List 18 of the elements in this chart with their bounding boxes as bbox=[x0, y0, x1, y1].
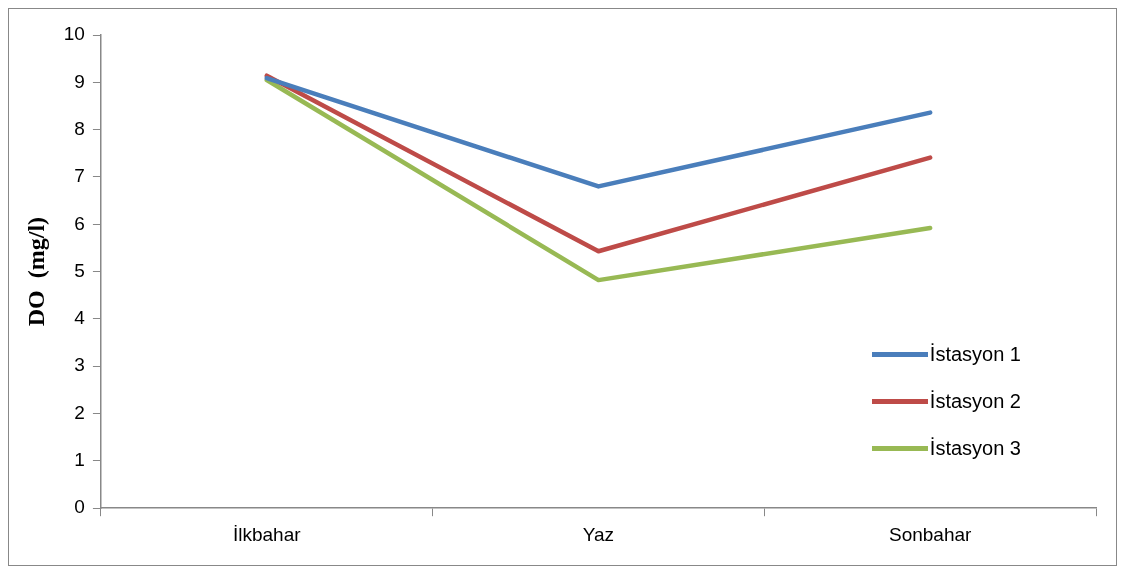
legend-label: İstasyon 3 bbox=[929, 437, 1021, 460]
y-tick-label: 0 bbox=[74, 496, 85, 518]
y-tick-label: 5 bbox=[74, 259, 85, 281]
x-tick-label: İlkbahar bbox=[232, 523, 302, 545]
legend-label: İstasyon 1 bbox=[929, 343, 1021, 366]
y-tick-label: 8 bbox=[74, 117, 85, 139]
y-tick-label: 10 bbox=[63, 23, 85, 45]
y-tick-label: 1 bbox=[74, 449, 85, 471]
y-tick-label: 9 bbox=[74, 70, 85, 92]
y-tick-label: 3 bbox=[74, 354, 85, 376]
y-axis-title: DO (mg/l) bbox=[22, 216, 49, 327]
legend-label: İstasyon 2 bbox=[929, 390, 1021, 413]
x-tick-label: Sonbahar bbox=[888, 523, 973, 545]
y-tick-label: 6 bbox=[74, 212, 85, 234]
y-tick-label: 7 bbox=[74, 165, 85, 187]
x-tick-label: Yaz bbox=[582, 523, 615, 545]
y-tick-label: 4 bbox=[74, 307, 86, 329]
y-tick-label: 2 bbox=[74, 401, 85, 423]
